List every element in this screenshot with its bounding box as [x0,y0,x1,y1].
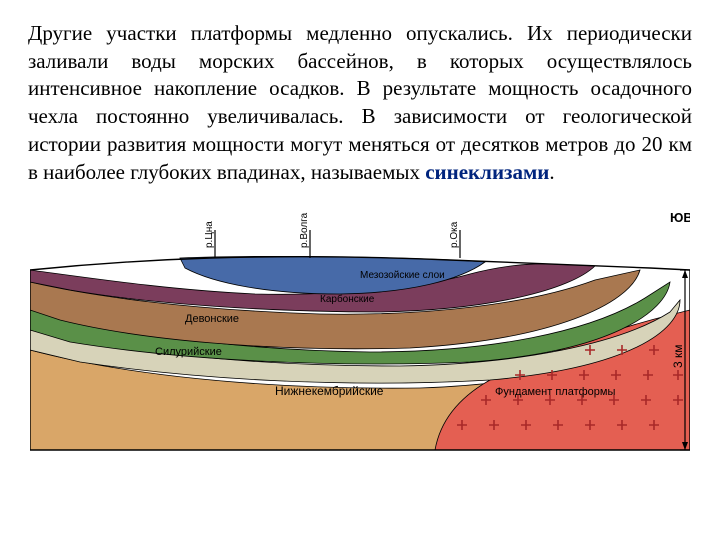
compass-label: ЮВ [670,210,690,225]
body-paragraph: Другие участки платформы медленно опуска… [28,20,692,186]
paragraph-text-post: . [549,160,554,184]
layer-label: Силурийские [155,346,222,358]
layer-label: Карбонские [320,293,375,305]
term-syneclise: синеклизами [425,160,549,184]
scale-label: 3 км [671,345,685,369]
layer-label: Фундамент платформы [495,386,615,398]
river-label: р.Цна [204,221,215,248]
layer-label: Нижнекембрийские [275,384,384,398]
layer-label: Девонские [185,313,239,325]
river-label: р.Волга [299,213,310,249]
cross-section-svg: р.Цна р.Волга р.Ока ЮВ Мезозойские слои Карб… [30,200,690,470]
river-label: р.Ока [449,222,460,249]
paragraph-text-pre: Другие участки платформы медленно опуска… [28,21,692,184]
layer-label: Мезозойские слои [360,270,445,281]
geological-cross-section: р.Цна р.Волга р.Ока ЮВ Мезозойские слои Карб… [30,200,690,470]
